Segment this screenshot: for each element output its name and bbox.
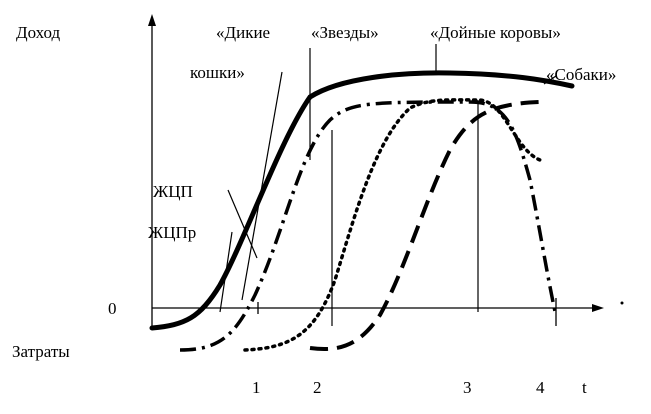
- x-tick-label: 1: [252, 378, 261, 397]
- product-curve: [243, 98, 542, 352]
- industry-curve: [149, 70, 575, 331]
- x-tick-label: 3: [463, 378, 472, 397]
- product-curve: [309, 100, 541, 351]
- phase-label: «Дикие: [216, 23, 270, 42]
- y-arrow: [148, 14, 156, 26]
- product-curve: [179, 100, 558, 352]
- x-axis-label: t: [582, 378, 587, 397]
- y-label: Доход: [16, 23, 61, 42]
- leader-line: [227, 189, 258, 259]
- leader-line: [241, 71, 283, 301]
- phase-label: «Дойные коровы»: [430, 23, 561, 42]
- dot: [620, 301, 624, 305]
- phase-label: кошки»: [190, 63, 245, 82]
- curve-label: ЖЦПр: [148, 223, 196, 242]
- x-tick-label: 2: [313, 378, 322, 397]
- x-arrow: [592, 304, 604, 312]
- phase-label: «Собаки»: [546, 65, 616, 84]
- y-label: Затраты: [12, 342, 70, 361]
- x-tick-label: 4: [536, 378, 545, 397]
- curve-label: ЖЦП: [153, 182, 193, 201]
- origin-label: 0: [108, 299, 117, 318]
- phase-label: «Звезды»: [311, 23, 379, 42]
